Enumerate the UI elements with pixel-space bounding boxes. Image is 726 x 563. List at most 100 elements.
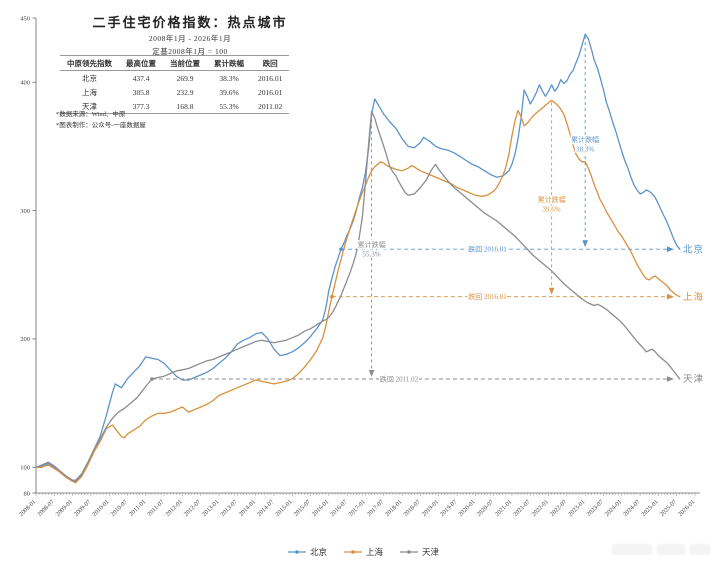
cell-city: 上海 (82, 87, 97, 97)
series-end-label: 天津 (683, 374, 704, 385)
x-axis-tick-label: 2015-07 (292, 498, 312, 518)
x-axis-tick-label: 2011-01 (128, 498, 147, 517)
x-axis-tick-label: 2020-07 (476, 498, 496, 518)
cell-drawdown: 55.3% (219, 101, 239, 111)
x-axis-tick-label: 2018-01 (384, 498, 404, 518)
summary-table: 中原领先指数 最高位置 当前位置 累计跌幅 跌回 北京 437.4 269.9 … (60, 55, 290, 114)
legend-marker-tianjin-icon (400, 550, 418, 554)
table-row-beijing: 北京 437.4 269.9 38.3% 2016.01 (60, 71, 289, 86)
col-header-index: 中原领先指数 (67, 58, 112, 68)
col-header-fallback: 跌回 (262, 58, 278, 68)
x-axis-tick-label: 2018-07 (402, 498, 422, 518)
right-arrow-icon (667, 293, 674, 300)
legend-item-shanghai: 上海 (343, 546, 383, 558)
drawdown-label-pct: 38.3% (576, 145, 594, 153)
down-arrow-icon (368, 370, 375, 377)
drawdown-label-text: 累计跌幅 (571, 135, 599, 144)
table-row-tianjin: 天津 377.3 168.8 55.3% 2011.02 (60, 99, 290, 114)
x-axis-tick-label: 2026-01 (677, 498, 697, 518)
return-annotation-天津: 跌回 2011.02 天津 (150, 373, 704, 385)
series-end-label: 北京 (683, 243, 704, 255)
subtitle-base-period: 定基2008年1月 = 100 (152, 47, 228, 56)
x-axis-tick-label: 2023-07 (585, 498, 605, 518)
series-line-北京 (35, 33, 681, 483)
y-axis-tick-label: 80 (24, 490, 31, 497)
y-axis-ticks: 450 400 300 200 100 80 (20, 15, 36, 497)
y-axis-tick-label: 100 (20, 465, 30, 472)
x-axis-tick-label: 2024-07 (622, 498, 642, 518)
return-annotation-上海: 跌回 2016.01 上海 (330, 291, 704, 303)
legend-item-tianjin: 天津 (399, 546, 439, 558)
legend-label: 天津 (422, 547, 440, 557)
x-axis-tick-label: 2009-07 (73, 498, 93, 518)
x-axis-tick-label: 2019-07 (439, 498, 459, 518)
y-axis-tick-label: 400 (20, 79, 30, 86)
footnotes: *数据来源：Wind、中原 *图表制作：公众号-一座数据屋 (56, 109, 146, 131)
series-line-天津 (35, 110, 681, 481)
x-axis-tick-label: 2017-01 (347, 498, 367, 518)
x-axis-tick-label: 2022-01 (530, 498, 550, 518)
col-header-peak: 最高位置 (126, 58, 156, 68)
x-axis-tick-label: 2010-07 (109, 498, 129, 518)
x-axis-minor-ticks (35, 493, 696, 496)
down-arrow-icon (548, 287, 555, 295)
x-axis-tick-label: 2012-07 (183, 498, 203, 518)
col-header-drawdown: 累计跌幅 (214, 58, 244, 68)
legend-item-beijing: 北京 (287, 546, 327, 558)
y-axis-tick-label: 300 (20, 208, 30, 215)
legend-marker-beijing-icon (287, 550, 306, 554)
x-axis-tick-label: 2010-01 (91, 498, 111, 518)
x-axis-tick-label: 2025-01 (640, 498, 660, 518)
x-axis-tick-label: 2013-01 (201, 498, 221, 518)
x-axis-tick-label: 2021-01 (494, 498, 514, 518)
footnote-data-source: *数据来源：Wind、中原 (56, 111, 126, 118)
legend-marker-shanghai-icon (343, 550, 362, 554)
return-label: 跌回 2016.01 (468, 245, 507, 254)
x-axis-tick-label: 2016-01 (311, 498, 331, 518)
drawdown-label-pct: 55.3% (363, 251, 381, 259)
cell-fallback: 2016.01 (258, 87, 283, 97)
return-start-marker (150, 377, 154, 381)
x-axis-tick-label: 2009-01 (54, 498, 74, 518)
right-arrow-icon (667, 376, 674, 382)
drawdown-label-pct: 39.6% (543, 206, 561, 214)
x-axis-tick-label: 2014-01 (238, 498, 258, 518)
col-header-current: 当前位置 (170, 58, 200, 68)
summary-table-wrap: 中原领先指数 最高位置 当前位置 累计跌幅 跌回 北京 437.4 269.9 … (60, 55, 290, 114)
cell-current: 232.9 (176, 87, 194, 97)
page-title: 二手住宅价格指数：热点城市 (92, 15, 288, 30)
cell-city: 北京 (82, 73, 97, 83)
chart-legend: 北京 上海 天津 (0, 546, 726, 558)
legend-label: 北京 (309, 547, 327, 557)
down-arrow-icon (582, 240, 588, 248)
subtitle-date-range: 2008年1月 - 2026年1月 (148, 34, 232, 43)
cell-drawdown: 39.6% (219, 87, 239, 97)
footnote-chart-credit: *图表制作：公众号-一座数据屋 (56, 122, 146, 129)
x-axis-tick-label: 2025-07 (659, 498, 679, 518)
cell-fallback: 2016.01 (258, 73, 283, 83)
x-axis-tick-label: 2023-01 (567, 498, 587, 518)
x-axis-tick-label: 2012-01 (164, 498, 184, 518)
summary-table-header-row: 中原领先指数 最高位置 当前位置 累计跌幅 跌回 (60, 55, 290, 71)
x-axis-tick-label: 2011-07 (146, 498, 165, 517)
return-label: 跌回 2016.01 (468, 292, 507, 301)
x-axis-tick-label: 2013-07 (219, 498, 239, 518)
cell-city: 天津 (82, 101, 97, 111)
cell-current: 168.8 (176, 101, 194, 111)
x-axis-tick-label: 2015-01 (274, 498, 294, 518)
series-line-上海 (35, 99, 681, 484)
cell-current: 269.9 (176, 73, 194, 83)
x-axis-labels: 2008-012008-072009-012009-072010-012010-… (18, 498, 697, 518)
return-label: 跌回 2011.02 (380, 374, 419, 383)
x-axis-tick-label: 2022-07 (549, 498, 569, 518)
x-axis-tick-label: 2008-07 (36, 498, 56, 518)
drawdown-label-text: 累计跌幅 (538, 195, 566, 204)
drawdown-annotation-上海: 累计跌幅 39.6% (536, 102, 567, 295)
y-axis-tick-label: 200 (20, 336, 30, 343)
x-axis-tick-label: 2021-07 (512, 498, 532, 518)
drawdown-annotation-天津: 累计跌幅 55.3% (356, 113, 387, 377)
series-end-label: 上海 (683, 291, 704, 303)
return-start-marker (339, 247, 343, 252)
